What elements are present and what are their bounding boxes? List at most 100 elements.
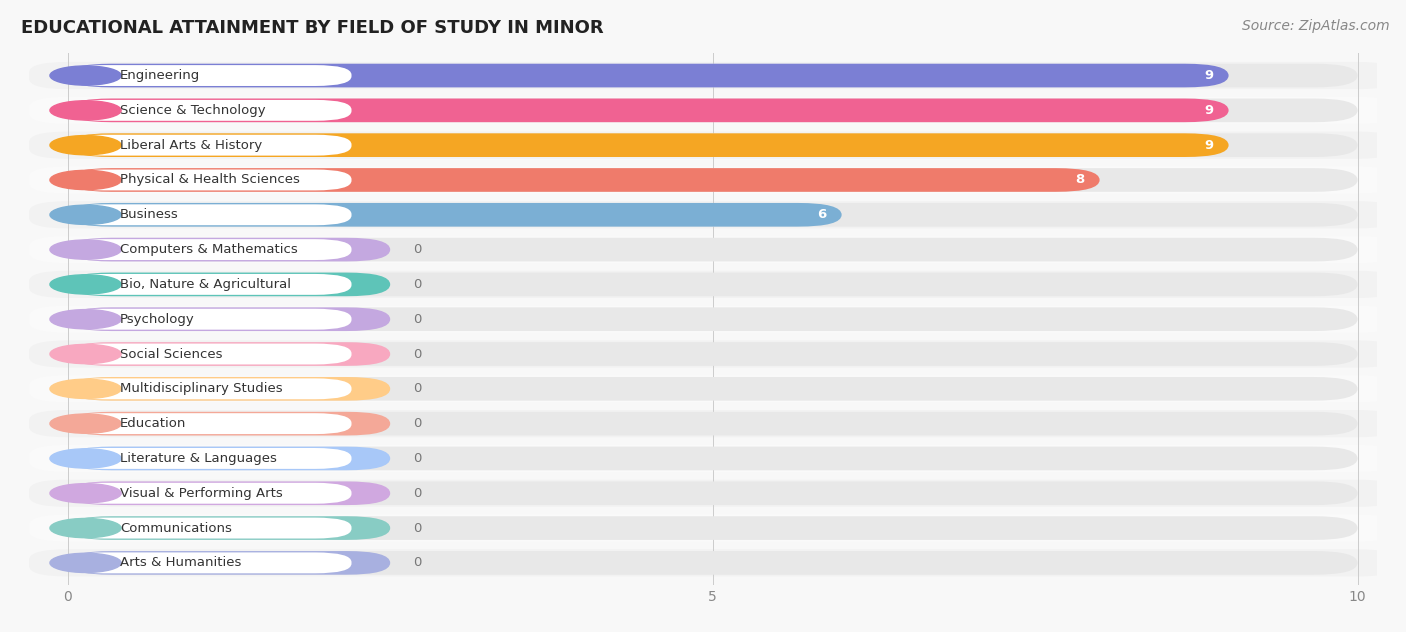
FancyBboxPatch shape xyxy=(67,203,842,227)
Text: 0: 0 xyxy=(413,382,422,396)
Text: Visual & Performing Arts: Visual & Performing Arts xyxy=(120,487,283,500)
FancyBboxPatch shape xyxy=(67,100,352,121)
Text: Social Sciences: Social Sciences xyxy=(120,348,222,360)
FancyBboxPatch shape xyxy=(67,64,1358,87)
FancyBboxPatch shape xyxy=(67,448,352,469)
Text: Source: ZipAtlas.com: Source: ZipAtlas.com xyxy=(1241,19,1389,33)
Circle shape xyxy=(51,379,121,398)
Text: Bio, Nature & Agricultural: Bio, Nature & Agricultural xyxy=(120,278,291,291)
FancyBboxPatch shape xyxy=(67,309,352,330)
FancyBboxPatch shape xyxy=(67,274,352,295)
Text: 0: 0 xyxy=(413,417,422,430)
FancyBboxPatch shape xyxy=(30,97,1396,124)
FancyBboxPatch shape xyxy=(67,307,1358,331)
FancyBboxPatch shape xyxy=(67,342,1358,366)
Text: Communications: Communications xyxy=(120,521,232,535)
Text: Literature & Languages: Literature & Languages xyxy=(120,452,277,465)
Circle shape xyxy=(51,171,121,190)
Text: Multidisciplinary Studies: Multidisciplinary Studies xyxy=(120,382,283,396)
FancyBboxPatch shape xyxy=(30,201,1396,228)
Text: Liberal Arts & History: Liberal Arts & History xyxy=(120,138,262,152)
FancyBboxPatch shape xyxy=(30,166,1396,193)
FancyBboxPatch shape xyxy=(30,514,1396,542)
Circle shape xyxy=(51,518,121,538)
Text: EDUCATIONAL ATTAINMENT BY FIELD OF STUDY IN MINOR: EDUCATIONAL ATTAINMENT BY FIELD OF STUDY… xyxy=(21,19,603,37)
Text: 0: 0 xyxy=(413,278,422,291)
FancyBboxPatch shape xyxy=(67,272,391,296)
FancyBboxPatch shape xyxy=(67,272,1358,296)
Circle shape xyxy=(51,344,121,363)
FancyBboxPatch shape xyxy=(30,62,1396,89)
Text: 9: 9 xyxy=(1204,104,1213,117)
Circle shape xyxy=(51,310,121,329)
FancyBboxPatch shape xyxy=(67,99,1229,122)
FancyBboxPatch shape xyxy=(30,549,1396,576)
Text: 0: 0 xyxy=(413,348,422,360)
Circle shape xyxy=(51,414,121,434)
Text: 0: 0 xyxy=(413,556,422,569)
Text: 6: 6 xyxy=(817,209,827,221)
FancyBboxPatch shape xyxy=(67,65,352,86)
FancyBboxPatch shape xyxy=(67,447,391,470)
Circle shape xyxy=(51,275,121,294)
FancyBboxPatch shape xyxy=(67,551,1358,574)
FancyBboxPatch shape xyxy=(67,135,352,155)
Text: Education: Education xyxy=(120,417,186,430)
FancyBboxPatch shape xyxy=(30,271,1396,298)
Text: 9: 9 xyxy=(1204,69,1213,82)
FancyBboxPatch shape xyxy=(67,238,391,262)
FancyBboxPatch shape xyxy=(67,342,391,366)
FancyBboxPatch shape xyxy=(67,447,1358,470)
FancyBboxPatch shape xyxy=(67,377,391,401)
Text: 0: 0 xyxy=(413,521,422,535)
Text: Psychology: Psychology xyxy=(120,313,194,325)
FancyBboxPatch shape xyxy=(67,168,1358,191)
Text: 0: 0 xyxy=(413,243,422,256)
Circle shape xyxy=(51,449,121,468)
FancyBboxPatch shape xyxy=(67,239,352,260)
Text: Business: Business xyxy=(120,209,179,221)
FancyBboxPatch shape xyxy=(67,516,1358,540)
Circle shape xyxy=(51,240,121,259)
Circle shape xyxy=(51,483,121,503)
Text: 0: 0 xyxy=(413,487,422,500)
Circle shape xyxy=(51,100,121,120)
Circle shape xyxy=(51,135,121,155)
Circle shape xyxy=(51,205,121,224)
FancyBboxPatch shape xyxy=(67,483,352,504)
FancyBboxPatch shape xyxy=(67,412,391,435)
FancyBboxPatch shape xyxy=(67,482,1358,505)
Circle shape xyxy=(51,66,121,85)
Text: Science & Technology: Science & Technology xyxy=(120,104,266,117)
FancyBboxPatch shape xyxy=(67,344,352,365)
FancyBboxPatch shape xyxy=(67,203,1358,227)
FancyBboxPatch shape xyxy=(30,341,1396,368)
Text: Computers & Mathematics: Computers & Mathematics xyxy=(120,243,298,256)
FancyBboxPatch shape xyxy=(67,377,1358,401)
FancyBboxPatch shape xyxy=(30,375,1396,403)
FancyBboxPatch shape xyxy=(67,552,352,573)
FancyBboxPatch shape xyxy=(67,516,391,540)
Text: 8: 8 xyxy=(1076,173,1084,186)
Circle shape xyxy=(51,553,121,573)
FancyBboxPatch shape xyxy=(67,413,352,434)
FancyBboxPatch shape xyxy=(67,133,1358,157)
FancyBboxPatch shape xyxy=(67,204,352,225)
FancyBboxPatch shape xyxy=(30,480,1396,507)
FancyBboxPatch shape xyxy=(30,410,1396,437)
FancyBboxPatch shape xyxy=(67,133,1229,157)
FancyBboxPatch shape xyxy=(67,238,1358,262)
FancyBboxPatch shape xyxy=(67,99,1358,122)
FancyBboxPatch shape xyxy=(67,482,391,505)
Text: Arts & Humanities: Arts & Humanities xyxy=(120,556,242,569)
FancyBboxPatch shape xyxy=(67,518,352,538)
FancyBboxPatch shape xyxy=(30,131,1396,159)
FancyBboxPatch shape xyxy=(30,236,1396,263)
FancyBboxPatch shape xyxy=(67,412,1358,435)
FancyBboxPatch shape xyxy=(67,307,391,331)
FancyBboxPatch shape xyxy=(67,64,1229,87)
FancyBboxPatch shape xyxy=(67,169,352,190)
Text: 0: 0 xyxy=(413,452,422,465)
FancyBboxPatch shape xyxy=(30,445,1396,472)
FancyBboxPatch shape xyxy=(30,306,1396,333)
